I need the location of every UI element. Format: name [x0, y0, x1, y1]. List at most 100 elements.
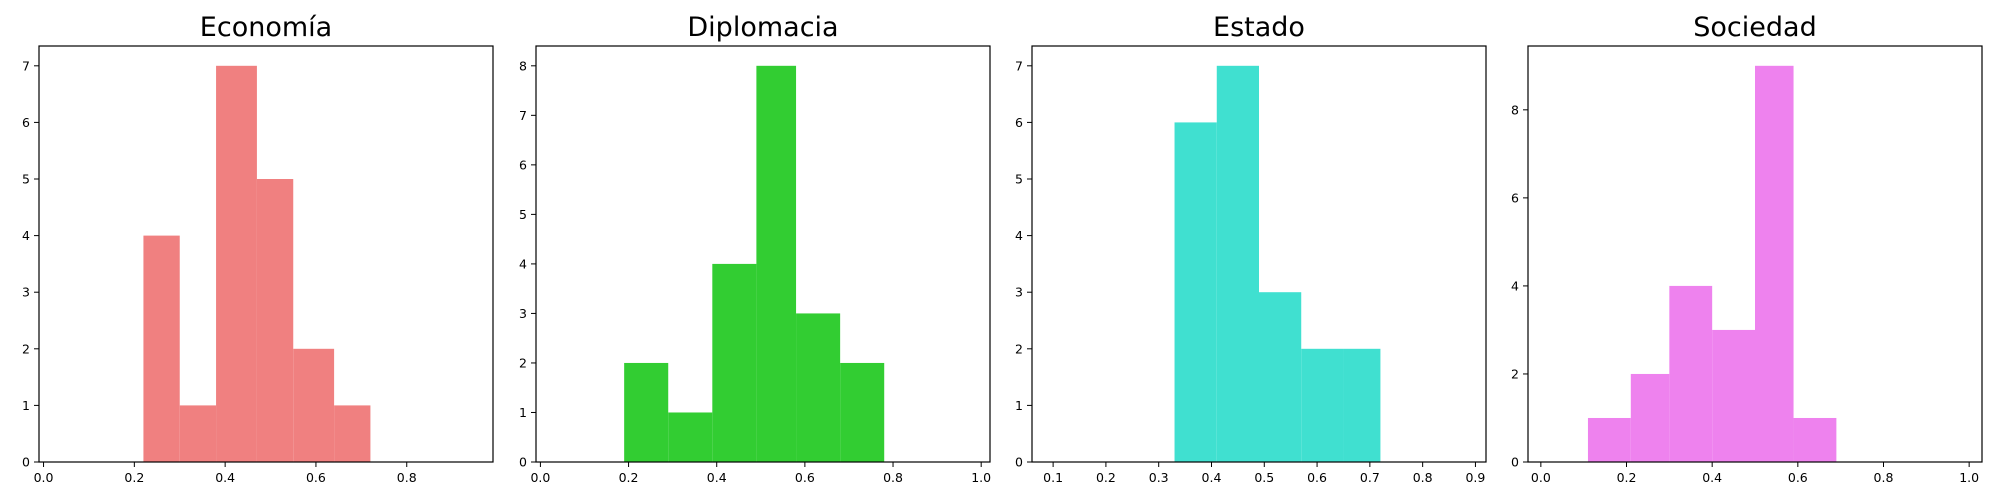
- y-tick-label: 8: [1511, 102, 1519, 117]
- histogram-bar: [756, 65, 797, 463]
- y-tick-label: 2: [519, 355, 527, 370]
- panel-title: Diplomacia: [687, 12, 838, 43]
- bar-group: [624, 65, 885, 463]
- histogram-bar: [1259, 292, 1302, 462]
- histogram-bar: [840, 362, 885, 462]
- panel-economia: Economía 0.0 0.2 0.4 0.6 0.8 0 1 2 3 4 5 6 7: [22, 12, 494, 485]
- y-tick-label: 0: [1015, 455, 1023, 470]
- y-tick-label: 7: [22, 58, 30, 73]
- x-tick-label: 1.0: [971, 470, 991, 485]
- y-tick-label: 5: [519, 207, 527, 222]
- y-tick-label: 6: [1511, 190, 1519, 205]
- axes-frame: [1031, 45, 1487, 463]
- y-tick-label: 4: [519, 256, 527, 271]
- y-tick-label: 3: [1015, 285, 1023, 300]
- x-tick-label: 0.8: [1413, 470, 1433, 485]
- axes-frame: [1527, 45, 1983, 463]
- y-tick-label: 3: [519, 306, 527, 321]
- panel-title: Economía: [200, 12, 332, 43]
- histogram-bar: [1712, 329, 1755, 462]
- x-tick-label: 0.7: [1360, 470, 1380, 485]
- x-tick-label: 0.2: [1096, 470, 1116, 485]
- x-tick-label: 0.6: [306, 470, 326, 485]
- histogram-bar: [293, 348, 335, 462]
- x-tick-label: 0.4: [1702, 470, 1722, 485]
- y-tick-label: 2: [1015, 341, 1023, 356]
- y-tick-label: 6: [519, 157, 527, 172]
- axes-frame: [38, 45, 494, 463]
- x-tick-label: 0.2: [1617, 470, 1637, 485]
- y-tick-label: 0: [1511, 455, 1519, 470]
- x-tick-label: 0.6: [1307, 470, 1327, 485]
- x-tick-label: 0.6: [1788, 470, 1808, 485]
- panel-title: Sociedad: [1693, 12, 1816, 43]
- y-tick-label: 1: [22, 398, 30, 413]
- y-tick-label: 1: [1015, 398, 1023, 413]
- y-tick-label: 0: [519, 455, 527, 470]
- histogram-bar: [216, 65, 257, 463]
- axes-frame: [535, 45, 991, 463]
- x-tick-label: 0.8: [397, 470, 417, 485]
- tick-group: 0.0 0.2 0.4 0.6 0.8 1.0 0 2 4 6 8: [1511, 102, 1979, 485]
- x-tick-label: 0.1: [1043, 470, 1063, 485]
- histogram-bar: [1793, 417, 1837, 462]
- histogram-bar: [1587, 417, 1631, 462]
- x-tick-label: 0.2: [619, 470, 639, 485]
- bar-group: [143, 65, 371, 463]
- histogram-bar: [1301, 348, 1344, 462]
- histogram-bar: [179, 405, 217, 462]
- tick-group: 0.0 0.2 0.4 0.6 0.8 0 1 2 3 4 5 6 7: [22, 58, 417, 485]
- x-tick-label: 0.0: [1531, 470, 1551, 485]
- y-tick-label: 4: [22, 228, 30, 243]
- histogram-bar: [1216, 65, 1259, 463]
- bar-group: [1587, 65, 1837, 463]
- y-tick-label: 4: [1015, 228, 1023, 243]
- x-tick-label: 0.4: [707, 470, 727, 485]
- y-tick-label: 6: [22, 115, 30, 130]
- panel-sociedad: Sociedad 0.0 0.2 0.4 0.6 0.8 1.0 0 2 4 6 8: [1511, 12, 1983, 485]
- panel-estado: Estado 0.1 0.2 0.3 0.4 0.5 0.6 0.7 0.8 0.9 0 1 2 3 4 5…: [1015, 12, 1487, 485]
- histogram-bar: [334, 405, 371, 462]
- y-tick-label: 5: [1015, 172, 1023, 187]
- y-tick-label: 7: [519, 108, 527, 123]
- histogram-bar: [256, 179, 294, 462]
- histogram-bar: [712, 263, 757, 462]
- y-tick-label: 0: [22, 455, 30, 470]
- tick-group: 0.1 0.2 0.3 0.4 0.5 0.6 0.7 0.8 0.9 0 1 2 3 4 5 6 7: [1015, 58, 1485, 485]
- histogram-bar: [1669, 285, 1713, 462]
- y-tick-label: 5: [22, 172, 30, 187]
- y-tick-label: 1: [519, 405, 527, 420]
- x-tick-label: 0.4: [215, 470, 235, 485]
- x-tick-label: 0.9: [1465, 470, 1485, 485]
- histogram-bar: [1755, 65, 1794, 463]
- x-tick-label: 0.3: [1149, 470, 1169, 485]
- x-tick-label: 0.8: [1874, 470, 1894, 485]
- y-tick-label: 3: [22, 285, 30, 300]
- x-tick-label: 0.2: [124, 470, 144, 485]
- x-tick-label: 0.4: [1202, 470, 1222, 485]
- histogram-bar: [668, 412, 713, 462]
- x-tick-label: 0.5: [1254, 470, 1274, 485]
- histogram-bar: [1630, 373, 1670, 462]
- histogram-bar: [143, 235, 180, 462]
- panel-diplomacia: Diplomacia 0.0 0.2 0.4 0.6 0.8 1.0 0 1 2 3 4 5 6 7 8: [519, 12, 991, 485]
- x-tick-label: 1.0: [1959, 470, 1979, 485]
- y-tick-label: 4: [1511, 278, 1519, 293]
- bar-group: [1174, 65, 1381, 463]
- y-tick-label: 6: [1015, 115, 1023, 130]
- x-tick-label: 0.0: [34, 470, 54, 485]
- x-tick-label: 0.6: [795, 470, 815, 485]
- y-tick-label: 7: [1015, 58, 1023, 73]
- panel-title: Estado: [1213, 12, 1305, 43]
- y-tick-label: 2: [22, 341, 30, 356]
- tick-group: 0.0 0.2 0.4 0.6 0.8 1.0 0 1 2 3 4 5 6 7 8: [519, 58, 991, 485]
- x-tick-label: 0.0: [530, 470, 550, 485]
- x-tick-label: 0.8: [883, 470, 903, 485]
- histogram-bar: [1343, 348, 1381, 462]
- histogram-bar: [1174, 122, 1217, 462]
- y-tick-label: 2: [1511, 366, 1519, 381]
- histogram-bar: [624, 362, 669, 462]
- y-tick-label: 8: [519, 58, 527, 73]
- histogram-bar: [796, 313, 841, 462]
